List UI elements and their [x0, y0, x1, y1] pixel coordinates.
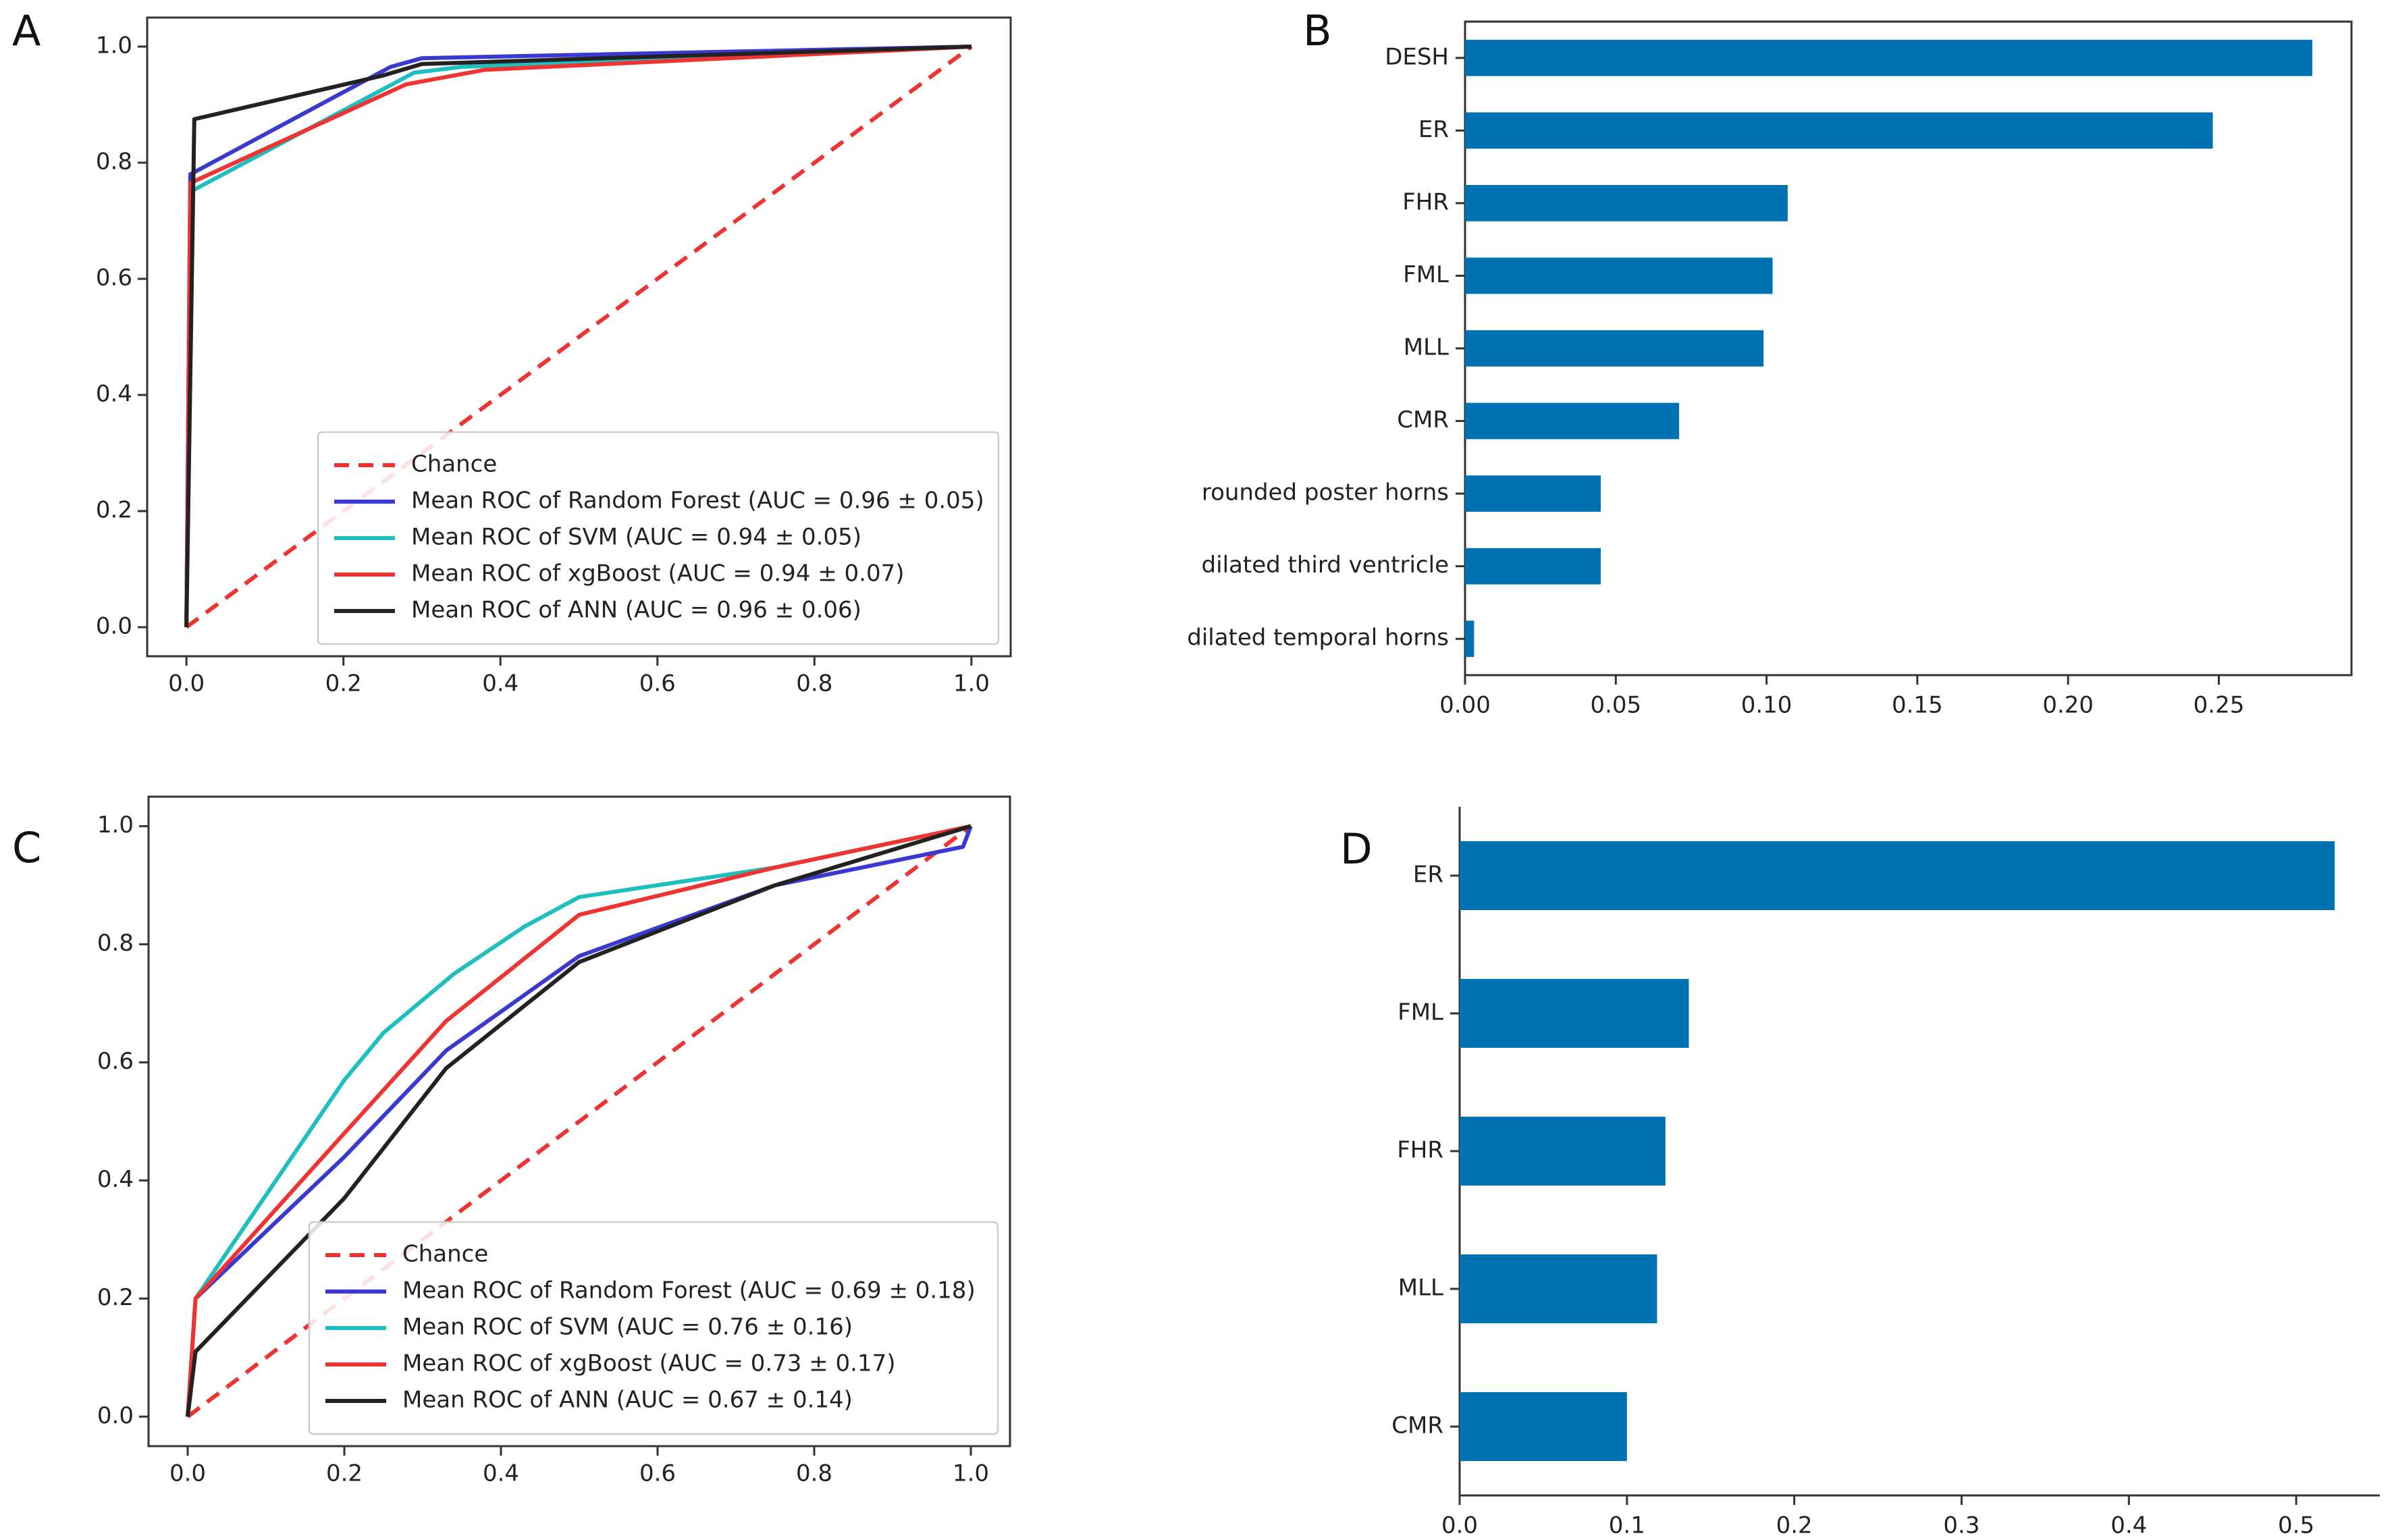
x-tick-label: 0.0 [169, 1460, 206, 1487]
legend-box [317, 431, 1000, 645]
legend-entry: Chance [402, 1241, 488, 1268]
y-tick-label: 1.0 [97, 812, 134, 839]
panel-c: C 0.0 0.2 0.4 0.6 0.8 1.0 0.0 0.2 0.4 0.6 0.8 1.0 Cha… [12, 795, 1011, 1487]
y-tick-label: 0.0 [96, 613, 132, 640]
bar [1465, 112, 2213, 149]
category-label: FHR [1402, 188, 1449, 215]
legend-entry: Mean ROC of xgBoost (AUC = 0.94 ± 0.07) [411, 560, 904, 587]
x-tick-label: 1.0 [953, 670, 990, 697]
legend-entry: Mean ROC of xgBoost (AUC = 0.73 ± 0.17) [402, 1350, 895, 1377]
panel-d: D ER FML FHR MLL CMR 0.0 0.1 0.2 0.3 0.4 0.5 [1340, 807, 2380, 1539]
bar [1460, 841, 2335, 910]
y-tick-label: 0.8 [97, 930, 134, 957]
x-tick-label: 0.3 [1943, 1512, 1979, 1539]
series-line-ann [186, 824, 972, 1417]
x-tick-label: 0.00 [1439, 692, 1491, 719]
x-tick-label: 0.2 [325, 670, 362, 697]
category-label: MLL [1398, 1275, 1443, 1302]
bar [1460, 1117, 1666, 1186]
x-tick-label: 0.5 [2278, 1512, 2314, 1539]
series-line-svm [186, 824, 972, 1417]
category-label: MLL [1404, 334, 1449, 361]
y-tick-label: 0.8 [96, 149, 132, 176]
y-tick-label: 0.4 [97, 1166, 134, 1193]
series-line-ann [184, 45, 972, 628]
bar [1465, 475, 1601, 512]
panel-letter-c: C [12, 823, 41, 872]
legend-entry: Mean ROC of ANN (AUC = 0.67 ± 0.14) [402, 1387, 853, 1414]
legend-box [308, 1221, 999, 1435]
bar [1465, 620, 1474, 658]
legend: Chance Mean ROC of Random Forest (AUC = 0… [308, 1221, 999, 1435]
panel-letter-b: B [1303, 6, 1332, 55]
y-tick-label: 1.0 [96, 32, 132, 59]
legend-entry: Mean ROC of SVM (AUC = 0.76 ± 0.16) [402, 1314, 853, 1341]
series-line-xgboost [186, 824, 972, 1417]
bar [1465, 257, 1773, 294]
bar [1460, 1392, 1627, 1461]
x-tick-label: 0.15 [1892, 692, 1943, 719]
category-label: FML [1398, 999, 1443, 1026]
x-tick-label: 0.6 [639, 1460, 676, 1487]
bar [1465, 330, 1764, 367]
x-tick-label: 0.05 [1590, 692, 1641, 719]
x-tick-label: 0.8 [796, 1460, 832, 1487]
panel-b: B DESH ER FHR FML MLL CMR rounded poster horns d… [1187, 6, 2353, 719]
x-tick-label: 0.4 [482, 670, 519, 697]
x-tick-label: 0.20 [2042, 692, 2094, 719]
x-tick-label: 0.0 [168, 670, 205, 697]
category-label: CMR [1391, 1412, 1443, 1439]
x-tick-label: 0.2 [326, 1460, 363, 1487]
bar [1465, 185, 1788, 221]
category-label: CMR [1397, 406, 1449, 433]
bar [1465, 402, 1680, 440]
category-label: dilated third ventricle [1202, 552, 1449, 579]
y-tick-label: 0.4 [96, 381, 132, 408]
category-label: DESH [1385, 43, 1449, 70]
legend-entry: Chance [411, 451, 497, 478]
legend-entry: Mean ROC of ANN (AUC = 0.96 ± 0.06) [411, 597, 861, 624]
x-tick-label: 0.4 [483, 1460, 519, 1487]
panel-letter-d: D [1340, 824, 1373, 874]
category-label: FHR [1397, 1137, 1443, 1164]
category-label: FML [1403, 261, 1449, 288]
x-tick-label: 0.25 [2194, 692, 2245, 719]
plot-frame [147, 795, 1011, 1448]
x-tick-label: 0.1 [1609, 1512, 1645, 1539]
category-label: rounded poster horns [1202, 479, 1449, 506]
category-label: ER [1413, 861, 1443, 888]
y-tick-label: 0.0 [97, 1402, 134, 1429]
bar [1465, 548, 1601, 585]
legend-entry: Mean ROC of Random Forest (AUC = 0.96 ± … [411, 487, 984, 514]
series-line-random-forest [186, 825, 973, 1417]
x-tick-label: 0.4 [2110, 1512, 2147, 1539]
legend: Chance Mean ROC of Random Forest (AUC = 0… [317, 431, 1000, 645]
plot-frame [146, 16, 1012, 658]
legend-entry: Mean ROC of SVM (AUC = 0.94 ± 0.05) [411, 524, 861, 551]
x-tick-label: 0.8 [796, 670, 832, 697]
bar [1460, 1254, 1657, 1323]
series-line-chance [186, 824, 972, 1418]
y-tick-label: 0.6 [97, 1048, 134, 1075]
category-label: ER [1418, 116, 1449, 143]
y-tick-label: 0.6 [96, 265, 132, 292]
x-tick-label: 0.6 [639, 670, 676, 697]
bar [1460, 979, 1689, 1048]
y-tick-label: 0.2 [96, 497, 132, 524]
y-tick-label: 0.2 [97, 1284, 134, 1311]
panel-a: A 0.0 0.2 0.4 0.6 0.8 1.0 0.0 0.2 0.4 0.6 0.8 1.0 Cha… [12, 6, 1012, 697]
category-label: dilated temporal horns [1187, 625, 1449, 652]
legend-entry: Mean ROC of Random Forest (AUC = 0.69 ± … [402, 1277, 976, 1304]
panel-letter-a: A [12, 6, 41, 55]
x-tick-label: 1.0 [953, 1460, 989, 1487]
x-tick-label: 0.0 [1441, 1512, 1478, 1539]
x-tick-label: 0.10 [1741, 692, 1792, 719]
x-tick-label: 0.2 [1776, 1512, 1813, 1539]
series-line-chance [185, 45, 973, 629]
bar [1465, 39, 2312, 76]
